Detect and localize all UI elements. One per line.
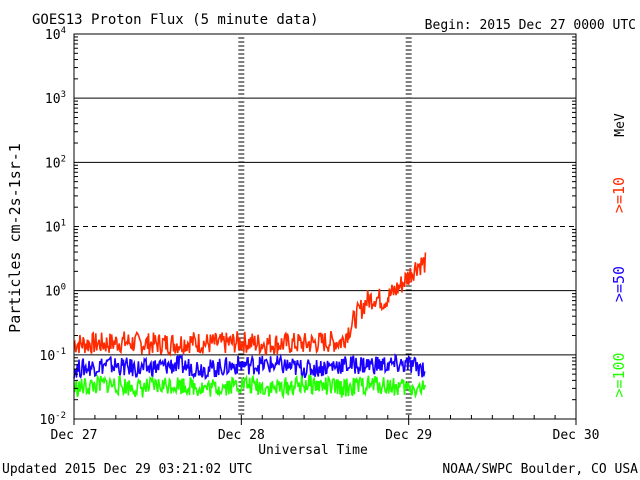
x-tick-label: Dec 30 (553, 428, 600, 443)
begin-label: Begin: 2015 Dec 27 0000 UTC (425, 18, 636, 33)
credit-label: NOAA/SWPC Boulder, CO USA (442, 462, 638, 477)
y-axis: 104 103 102 101 100 10-1 10-2 (40, 26, 576, 428)
unit-label: MeV (613, 113, 628, 137)
updated-label: Updated 2015 Dec 29 03:21:02 UTC (2, 462, 252, 477)
legend-entry: >=10 (610, 177, 628, 213)
legend-entry: >=100 (610, 352, 628, 397)
legend: >=10 >=50 >=100 (610, 177, 628, 398)
y-tick-label: 10-2 (40, 411, 67, 428)
y-axis-label: Particles cm-2s-1sr-1 (6, 143, 24, 333)
x-tick-label: Dec 28 (218, 428, 265, 443)
x-axis: Dec 27 Dec 28 Dec 29 Dec 30 (51, 415, 600, 443)
series-line (73, 252, 427, 357)
series-line (73, 373, 427, 400)
y-tick-label: 101 (45, 219, 66, 236)
legend-entry: >=50 (610, 266, 628, 302)
x-axis-label: Universal Time (258, 443, 368, 458)
series-line (73, 353, 426, 381)
y-tick-label: 102 (45, 154, 66, 171)
y-tick-label: 103 (45, 90, 66, 107)
chart-title: GOES13 Proton Flux (5 minute data) (32, 12, 319, 28)
x-tick-label: Dec 29 (385, 428, 432, 443)
grid-lines (74, 37, 576, 415)
series-layer (73, 252, 427, 400)
x-tick-label: Dec 27 (51, 428, 98, 443)
y-tick-label: 100 (45, 283, 66, 300)
y-tick-label: 104 (45, 26, 66, 43)
y-tick-label: 10-1 (40, 347, 67, 364)
